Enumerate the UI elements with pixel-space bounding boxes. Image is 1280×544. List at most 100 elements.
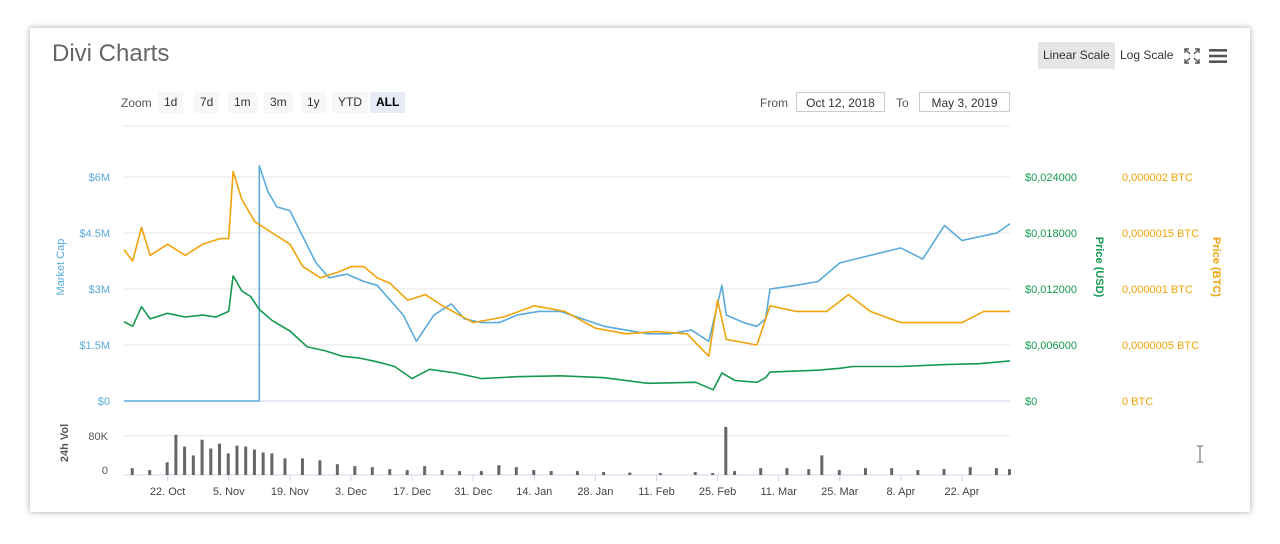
to-label: To xyxy=(896,96,909,110)
market-cap-tick-label: $0 xyxy=(98,396,110,408)
volume-bar xyxy=(532,470,536,475)
x-tick-label: 14. Jan xyxy=(516,486,552,498)
log-scale-button[interactable]: Log Scale xyxy=(1120,48,1174,62)
volume-bar xyxy=(174,434,178,475)
volume-bar xyxy=(549,471,553,475)
volume-bar xyxy=(807,469,811,475)
price-usd-tick-label: $0,012000 xyxy=(1025,284,1077,296)
volume-bar xyxy=(628,472,632,475)
volume-bar xyxy=(252,449,256,475)
volume-bar xyxy=(711,473,715,475)
zoom-1m-button[interactable]: 1m xyxy=(228,92,257,113)
menu-icon[interactable] xyxy=(1209,48,1227,64)
text-cursor-icon xyxy=(1197,445,1203,463)
volume-bar xyxy=(458,471,462,475)
zoom-ytd-button[interactable]: YTD xyxy=(332,92,368,113)
volume-bar xyxy=(183,446,187,475)
volume-bar xyxy=(335,464,339,475)
market-cap-tick-label: $6M xyxy=(89,172,110,184)
zoom-7d-button[interactable]: 7d xyxy=(194,92,220,113)
volume-bar xyxy=(353,466,357,475)
grid-lines xyxy=(124,176,1010,476)
price-usd-line xyxy=(123,275,1011,391)
zoom-1y-button[interactable]: 1y xyxy=(301,92,326,113)
zoom-3m-button[interactable]: 3m xyxy=(264,92,293,113)
price-btc-tick-label: 0,0000015 BTC xyxy=(1122,228,1199,240)
volume-bar xyxy=(148,470,152,475)
price-usd-axis-title: Price (USD) xyxy=(1093,237,1105,298)
volume-bar xyxy=(942,469,946,475)
volume-bar xyxy=(837,470,841,475)
volume-bar xyxy=(497,465,501,475)
price-usd-tick-label: $0,006000 xyxy=(1025,340,1077,352)
volume-bars xyxy=(130,426,1011,475)
x-tick-label: 31. Dec xyxy=(454,486,492,498)
x-tick-label: 17. Dec xyxy=(393,486,431,498)
volume-bar xyxy=(300,458,304,475)
volume-bar xyxy=(863,468,867,475)
volume-bar xyxy=(388,469,392,475)
x-tick-label: 28. Jan xyxy=(577,486,613,498)
market-cap-tick-label: $1.5M xyxy=(79,340,110,352)
volume-bar xyxy=(602,472,606,475)
x-tick-label: 25. Mar xyxy=(821,486,859,498)
chart-card: Divi Charts Linear Scale Log Scale Zoom … xyxy=(30,28,1250,512)
volume-bar xyxy=(916,470,920,475)
volume-bar xyxy=(514,467,518,475)
volume-bar xyxy=(209,448,213,475)
zoom-1d-button[interactable]: 1d xyxy=(158,92,184,113)
to-date-input[interactable]: May 3, 2019 xyxy=(919,92,1010,112)
volume-bar xyxy=(191,455,195,475)
series-lines xyxy=(123,165,1011,402)
x-tick-label: 3. Dec xyxy=(335,486,367,498)
page-title: Divi Charts xyxy=(52,40,170,67)
volume-bar xyxy=(130,468,134,475)
volume-bar xyxy=(218,443,222,475)
zoom-label: Zoom xyxy=(121,96,152,110)
market-cap-line xyxy=(124,165,1011,402)
zoom-all-button[interactable]: ALL xyxy=(370,92,406,113)
price-usd-tick-label: $0 xyxy=(1025,396,1037,408)
price-btc-line xyxy=(123,170,1010,357)
volume-bar xyxy=(1008,469,1011,475)
volume-bar xyxy=(226,453,230,475)
price-usd-tick-label: $0,024000 xyxy=(1025,172,1077,184)
price-btc-tick-label: 0,0000005 BTC xyxy=(1122,340,1199,352)
volume-bar xyxy=(440,470,444,475)
volume-bar xyxy=(658,473,662,475)
volume-tick-label: 0 xyxy=(102,465,108,477)
axes: $0 $0 0 BTC $1.5M $0,006000 0,0000005 BTC $3M $… xyxy=(79,172,1199,498)
volume-bar xyxy=(479,471,483,475)
price-btc-tick-label: 0,000002 BTC xyxy=(1122,172,1193,184)
market-cap-tick-label: $4.5M xyxy=(79,228,110,240)
volume-bar xyxy=(235,445,239,475)
market-cap-axis-title: Market Cap xyxy=(55,239,67,296)
volume-bar xyxy=(759,468,763,475)
volume-bar xyxy=(405,470,409,475)
price-usd-tick-label: $0,018000 xyxy=(1025,228,1077,240)
x-tick-label: 11. Mar xyxy=(760,486,797,498)
price-btc-tick-label: 0,000001 BTC xyxy=(1122,284,1193,296)
volume-axis-title: 24h Vol xyxy=(59,424,71,462)
x-tick-label: 19. Nov xyxy=(271,486,309,498)
fullscreen-icon[interactable] xyxy=(1184,48,1200,64)
x-tick-label: 8. Apr xyxy=(887,486,916,498)
volume-bar xyxy=(283,458,287,475)
volume-bar xyxy=(423,466,427,475)
volume-bar xyxy=(165,462,169,475)
volume-bar xyxy=(270,453,274,475)
linear-scale-button[interactable]: Linear Scale xyxy=(1038,42,1115,69)
volume-bar xyxy=(733,471,737,475)
price-btc-axis-title: Price (BTC) xyxy=(1210,237,1222,297)
volume-bar xyxy=(261,452,265,475)
volume-bar xyxy=(370,467,374,475)
volume-bar xyxy=(820,455,824,475)
volume-bar xyxy=(994,468,998,475)
volume-bar xyxy=(724,426,728,475)
volume-bar xyxy=(318,460,322,475)
x-tick-label: 5. Nov xyxy=(213,486,245,498)
from-date-input[interactable]: Oct 12, 2018 xyxy=(796,92,885,112)
volume-bar xyxy=(890,468,894,475)
from-label: From xyxy=(760,96,788,110)
